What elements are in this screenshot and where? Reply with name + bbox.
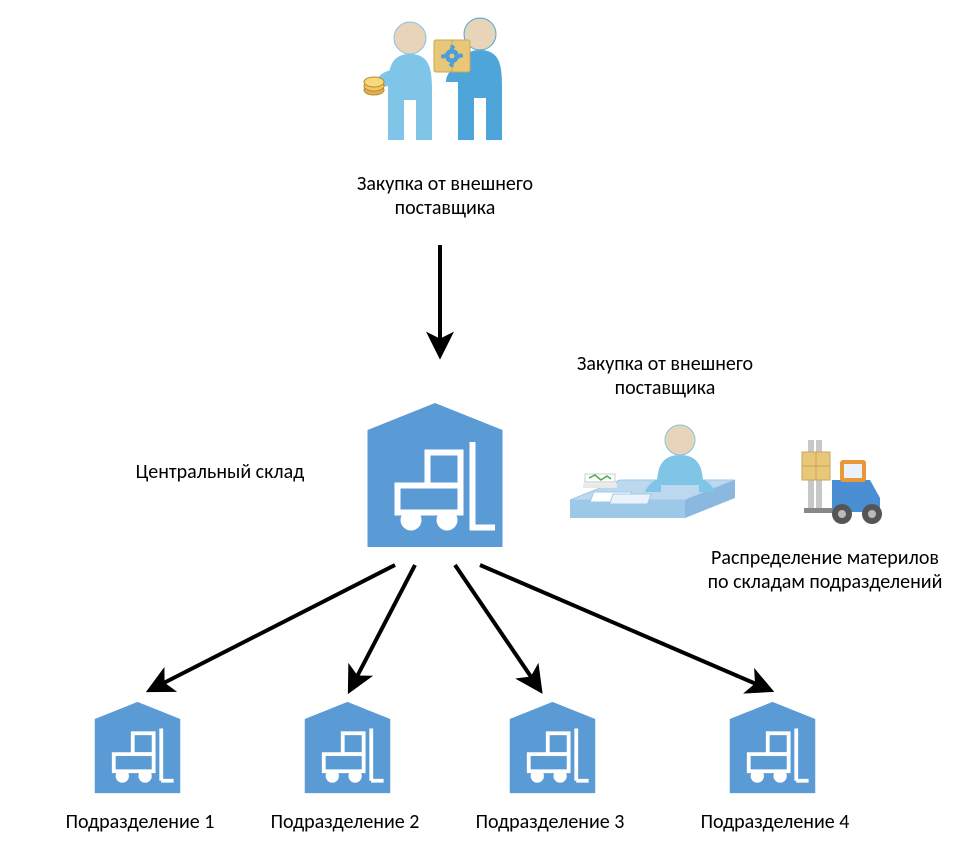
arrow	[455, 565, 540, 690]
distribution-label: Распределение материловпо складам подраз…	[680, 546, 966, 594]
supplier-right-label: Закупка от внешнегопоставщика	[545, 352, 785, 400]
supplier-top-label: Закупка от внешнегопоставщика	[270, 172, 620, 220]
sub2-warehouse-icon	[300, 700, 395, 795]
sub3-label: Подразделение 3	[450, 810, 650, 834]
central-warehouse-label: Центральный склад	[100, 460, 340, 484]
sub1-label: Подразделение 1	[40, 810, 240, 834]
sub4-warehouse-icon	[725, 700, 820, 795]
diagram-stage: Закупка от внешнегопоставщика Центральны…	[0, 0, 966, 857]
sub4-label: Подразделение 4	[675, 810, 875, 834]
desk-person-icon	[565, 420, 740, 530]
sub2-label: Подразделение 2	[245, 810, 445, 834]
arrow	[150, 565, 395, 690]
distribution-forklift-icon	[800, 430, 900, 530]
sub3-warehouse-icon	[505, 700, 600, 795]
sub1-warehouse-icon	[90, 700, 185, 795]
arrow	[350, 565, 415, 690]
supplier-people-icon	[360, 10, 530, 160]
central-warehouse-icon	[360, 400, 510, 550]
